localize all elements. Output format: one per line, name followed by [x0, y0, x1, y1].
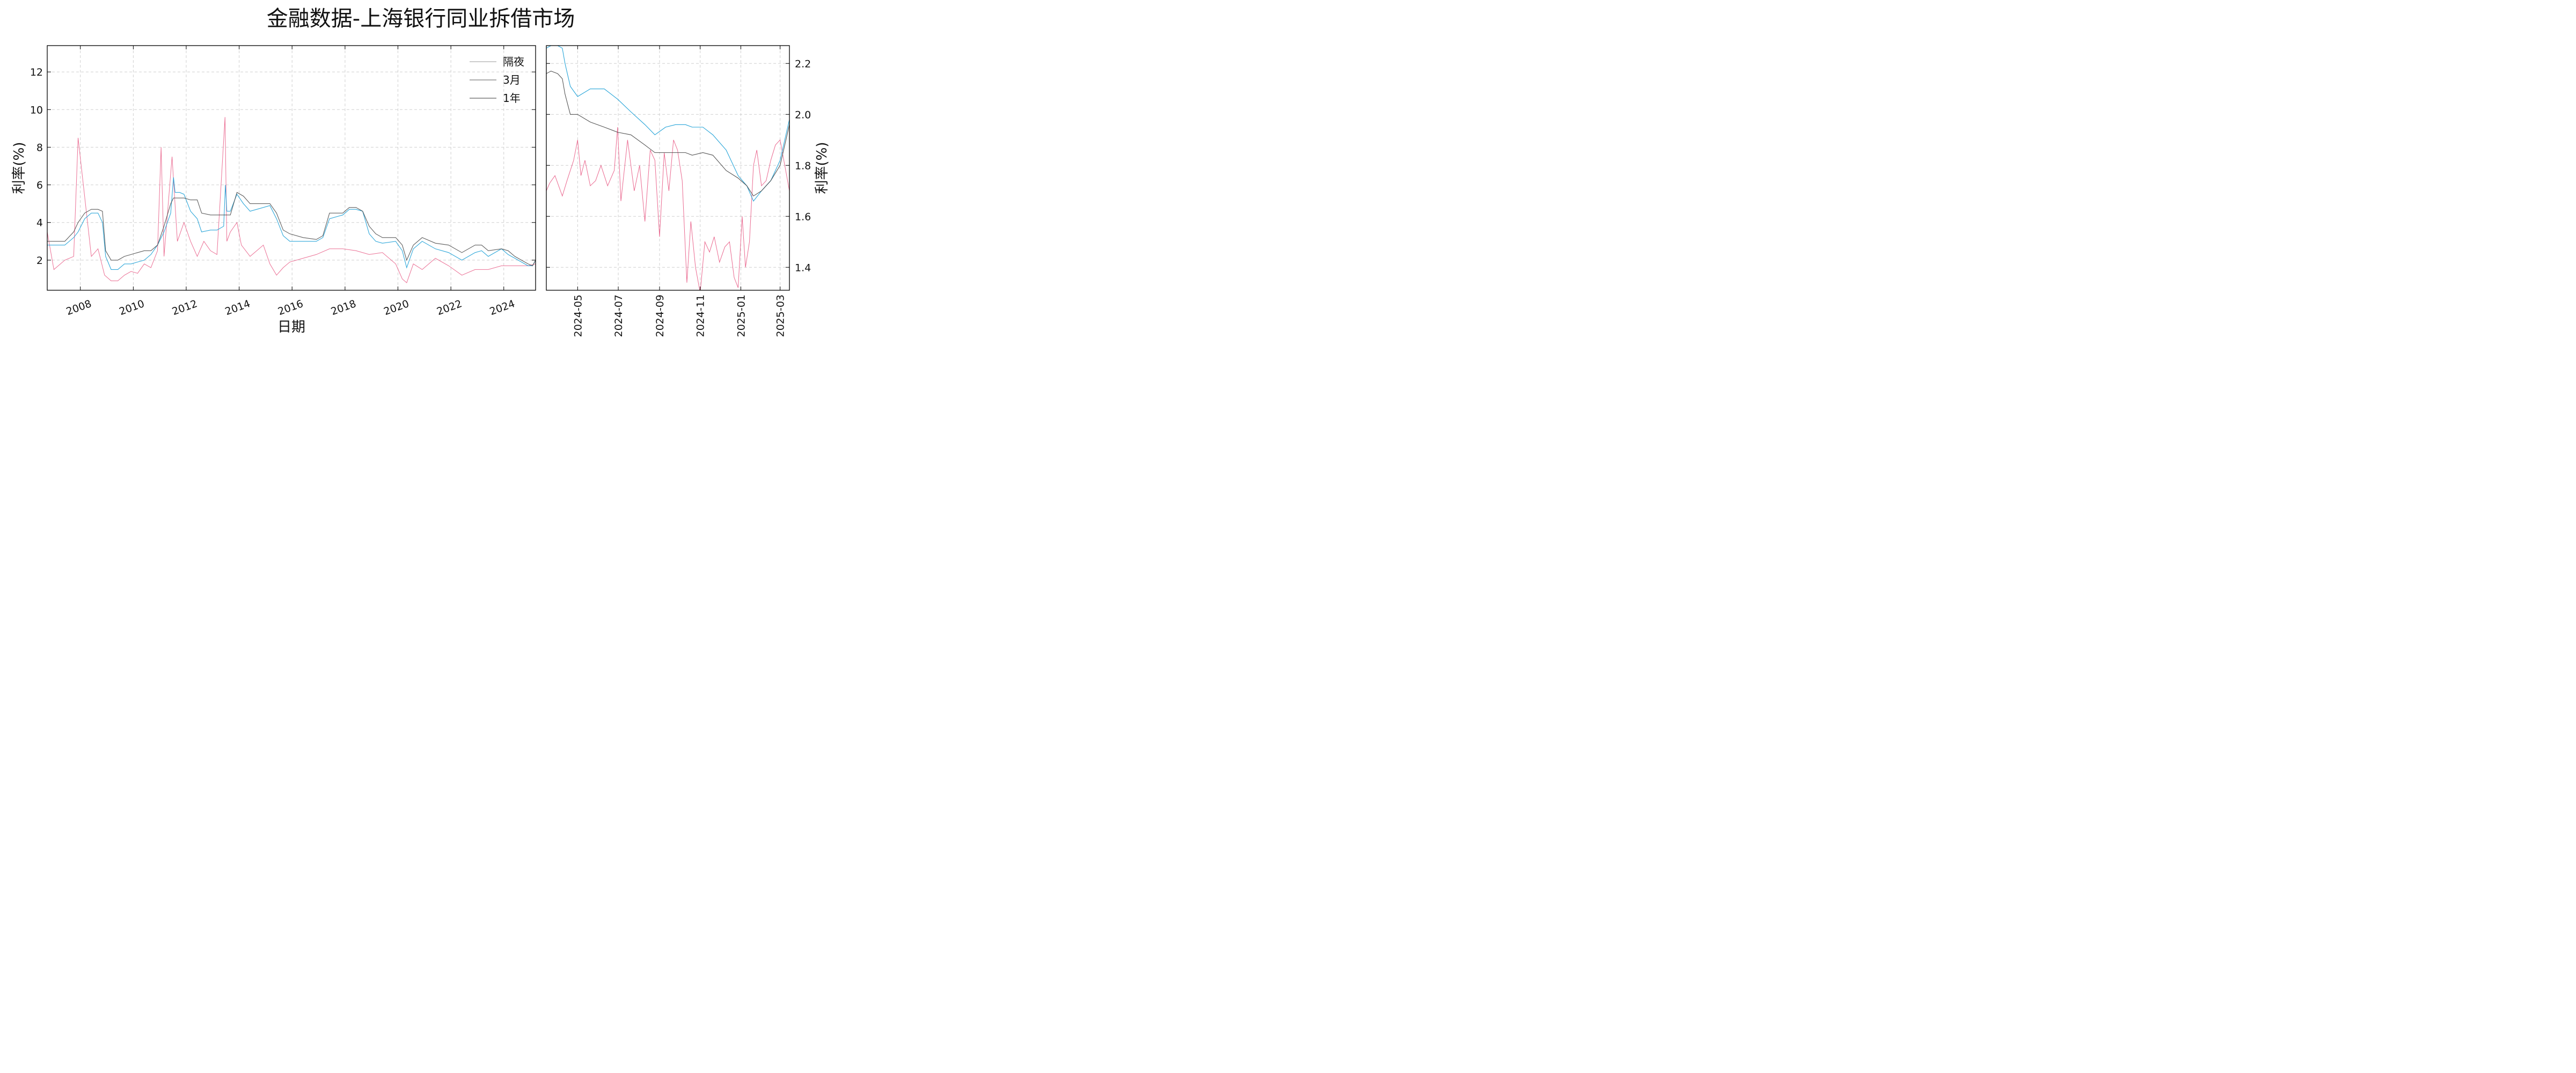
x-tick-label: 2008 — [64, 298, 93, 318]
series-line-3m — [47, 177, 536, 270]
series-line-overnight — [47, 117, 536, 283]
right-panel: 2024-05 2024-07 2024-09 2024-11 2025-01 2025-… — [546, 45, 830, 337]
right-y-axis-label: 利率(%) — [814, 142, 830, 194]
x-tick-label: 2012 — [171, 298, 199, 318]
series-line-overnight — [546, 127, 789, 290]
right-series — [546, 46, 789, 290]
right-grid — [546, 46, 789, 290]
left-plot-frame — [47, 45, 536, 291]
legend-label-3m: 3月 — [503, 74, 521, 86]
y-tick-label: 8 — [36, 142, 43, 153]
x-tick-label: 2024-09 — [654, 295, 666, 337]
y-tick-label: 2.2 — [795, 58, 811, 70]
right-plot-frame — [546, 45, 790, 291]
right-ticks: 2024-05 2024-07 2024-09 2024-11 2025-01 2025-… — [546, 46, 811, 337]
x-tick-label: 2020 — [382, 298, 411, 318]
x-tick-label: 2010 — [118, 298, 146, 318]
legend-label-overnight: 隔夜 — [503, 55, 524, 68]
left-series — [47, 117, 536, 283]
y-tick-label: 2 — [36, 255, 43, 267]
series-line-1y — [546, 70, 789, 197]
legend: 隔夜 3月 1年 — [470, 55, 524, 105]
series-line-3m — [546, 46, 789, 202]
x-tick-label: 2025-03 — [775, 295, 787, 337]
y-tick-label: 6 — [36, 180, 43, 192]
x-tick-label: 2024 — [488, 298, 516, 318]
x-tick-label: 2024-11 — [695, 295, 707, 337]
y-tick-label: 1.6 — [795, 211, 811, 223]
x-tick-label: 2024-05 — [572, 295, 584, 337]
y-tick-label: 1.4 — [795, 262, 811, 274]
x-tick-label: 2014 — [223, 298, 252, 318]
y-tick-label: 12 — [30, 67, 43, 78]
y-tick-label: 1.8 — [795, 160, 811, 172]
chart-title: 金融数据-上海银行同业拆借市场 — [267, 6, 575, 31]
series-line-1y — [47, 192, 536, 267]
left-x-axis-label: 日期 — [277, 319, 305, 335]
left-grid — [47, 46, 536, 290]
x-tick-label: 2024-07 — [613, 295, 625, 337]
y-tick-label: 10 — [30, 104, 43, 116]
y-tick-label: 4 — [36, 217, 43, 229]
x-tick-label: 2022 — [435, 298, 464, 318]
left-ticks: 2008 2010 2012 2014 2016 2018 2020 2022 2024 2 4 6 8… — [30, 46, 536, 318]
left-y-axis-label: 利率(%) — [11, 142, 27, 194]
y-tick-label: 2.0 — [795, 109, 811, 121]
x-tick-label: 2018 — [330, 298, 358, 318]
legend-label-1y: 1年 — [503, 92, 521, 105]
x-tick-label: 2025-01 — [735, 295, 747, 337]
left-panel: 2008 2010 2012 2014 2016 2018 2020 2022 2024 2 4 6 8… — [11, 45, 536, 335]
chart-canvas: 金融数据-上海银行同业拆借市场 2008 2010 2012 2014 2016 2018… — [11, 6, 830, 337]
x-tick-label: 2016 — [276, 298, 305, 318]
